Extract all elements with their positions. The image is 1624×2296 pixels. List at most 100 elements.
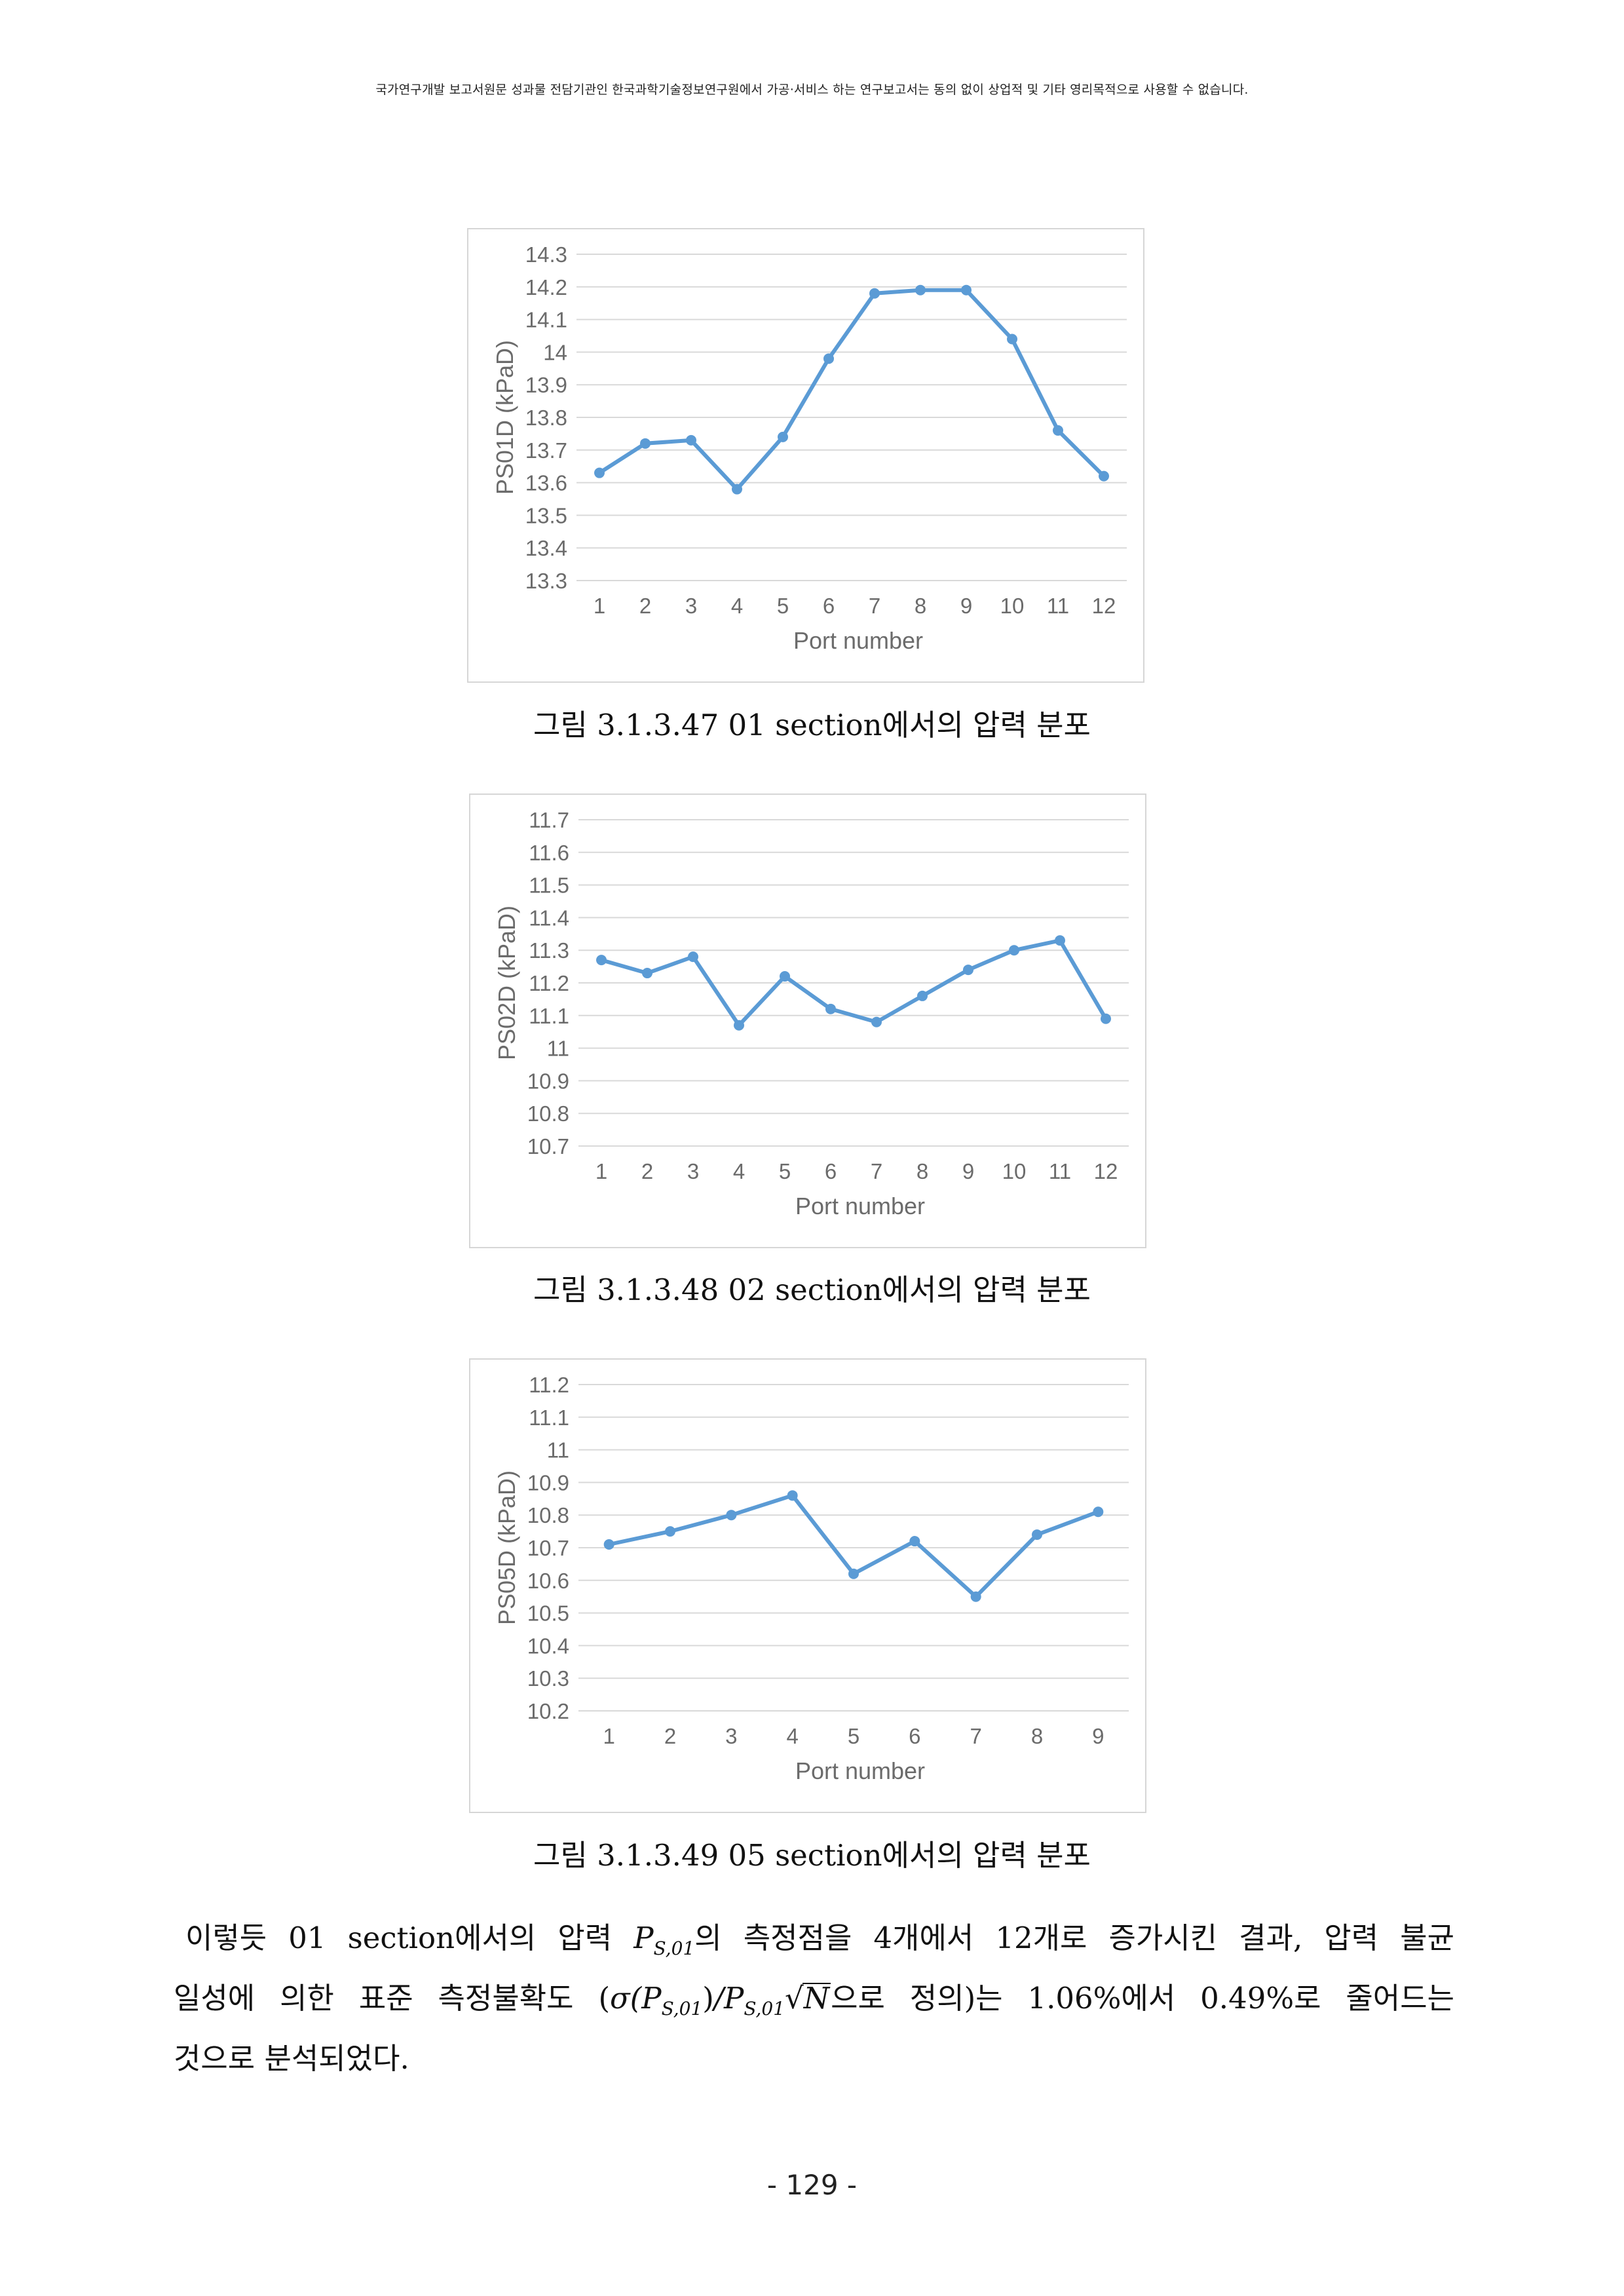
y-tick-label: 13.6 <box>525 471 567 495</box>
x-tick-label: 7 <box>869 594 880 618</box>
data-point <box>915 284 926 296</box>
chart-svg: 10.710.810.91111.111.211.311.411.511.611… <box>493 808 1129 1219</box>
chart-ps02d: 10.7 10.8 10.9 11 11.1 11.2 11.3 11.4 11.5 11.6 11… <box>469 794 1146 1248</box>
y-tick-label: 10.4 <box>527 1634 569 1658</box>
data-point <box>909 1536 920 1547</box>
y-tick-label: 11.1 <box>529 1004 569 1028</box>
series-line <box>598 288 1106 491</box>
data-point <box>963 965 973 976</box>
body-paragraph: 이렇듯 01 section에서의 압력 PS,01의 측정점을 4개에서 12… <box>174 1913 1454 2084</box>
x-tick-label: 6 <box>823 594 835 618</box>
y-tick-label: 14.3 <box>525 242 567 267</box>
data-point <box>1053 425 1063 436</box>
y-tick-label: 13.3 <box>525 569 567 593</box>
figure-caption-48: 그림 3.1.3.48 02 section에서의 압력 분포 <box>533 1272 1091 1307</box>
page-number: - 129 - <box>766 2169 858 2201</box>
data-point <box>970 1591 981 1602</box>
x-tick-label: 5 <box>848 1724 859 1748</box>
data-point <box>594 467 605 478</box>
y-tick-label: 10.2 <box>527 1699 569 1723</box>
data-point <box>1093 1506 1104 1518</box>
x-tick-label: 2 <box>664 1724 676 1748</box>
y-tick-label: 10.7 <box>527 1134 569 1158</box>
data-point <box>778 431 788 442</box>
y-tick-label: 10.5 <box>527 1601 569 1626</box>
data-point <box>1101 1013 1111 1024</box>
chart-ps05d: 10.2 10.3 10.4 10.5 10.6 10.7 10.8 10.9 11 11.1 11… <box>469 1358 1146 1813</box>
math-n: N <box>802 1981 831 2016</box>
copyright-notice: 국가연구개발 보고서원문 성과물 전담기관인 한국과학기술정보연구원에서 가공·… <box>375 83 1249 97</box>
x-tick-label: 1 <box>603 1724 614 1748</box>
data-point <box>640 438 651 449</box>
data-point <box>961 284 972 296</box>
x-tick-label: 8 <box>915 594 926 618</box>
data-point <box>603 1539 614 1550</box>
x-tick-label: 3 <box>725 1724 737 1748</box>
y-tick-label: 10.9 <box>527 1069 569 1093</box>
x-tick-label: 9 <box>1092 1724 1104 1748</box>
figure-caption-49: 그림 3.1.3.49 05 section에서의 압력 분포 <box>533 1838 1091 1873</box>
x-tick-label: 7 <box>970 1724 981 1748</box>
y-tick-label: 11.7 <box>529 808 569 832</box>
y-axis-title: PS05D (kPaD) <box>493 1470 520 1625</box>
data-point <box>726 1510 737 1521</box>
paragraph-text: 의 측정점을 4개에서 12개로 증가시킨 결과, 압력 불균 <box>694 1921 1455 1955</box>
x-tick-label: 1 <box>595 1159 607 1183</box>
data-point <box>848 1568 859 1579</box>
y-tick-label: 11.5 <box>529 873 569 898</box>
y-tick-label: 14.2 <box>525 275 567 299</box>
x-tick-label: 9 <box>960 594 972 618</box>
math-subscript: S,01 <box>661 1998 703 2019</box>
y-tick-label: 10.3 <box>527 1666 569 1691</box>
x-axis-title: Port number <box>795 1757 925 1784</box>
y-tick-label: 10.8 <box>527 1101 569 1126</box>
y-tick-label: 11 <box>547 1037 569 1061</box>
data-point <box>686 434 696 446</box>
data-point <box>596 955 607 966</box>
series-line <box>601 938 1108 1027</box>
x-tick-label: 7 <box>871 1159 882 1183</box>
y-tick-label: 11.6 <box>529 841 569 865</box>
y-tick-label: 13.8 <box>525 406 567 430</box>
math-subscript: S,01 <box>744 1998 785 2019</box>
math-p: P <box>641 1981 662 2016</box>
paragraph-text: 이렇듯 01 section에서의 압력 <box>185 1921 634 1955</box>
math-radical: √ <box>785 1981 804 2016</box>
data-point <box>1099 470 1109 482</box>
y-tick-label: 11.3 <box>529 938 569 963</box>
x-tick-label: 5 <box>779 1159 791 1183</box>
y-tick-label: 10.9 <box>527 1470 569 1495</box>
data-point <box>642 968 652 979</box>
data-point <box>825 1003 836 1014</box>
x-tick-label: 1 <box>594 594 605 618</box>
y-tick-label: 13.7 <box>525 438 567 463</box>
y-tick-label: 11.4 <box>529 906 569 930</box>
x-tick-label: 2 <box>641 1159 653 1183</box>
x-tick-label: 12 <box>1092 594 1116 618</box>
y-tick-label: 10.6 <box>527 1569 569 1593</box>
y-tick-label: 10.8 <box>527 1503 569 1527</box>
y-tick-label: 13.9 <box>525 373 567 397</box>
y-tick-label: 13.4 <box>525 536 567 560</box>
x-tick-label: 12 <box>1094 1159 1118 1183</box>
data-point <box>1009 945 1019 956</box>
x-tick-label: 10 <box>1000 594 1025 618</box>
paragraph-text: 것으로 분석되었다. <box>174 2041 409 2076</box>
x-axis-title: Port number <box>793 627 923 654</box>
y-tick-label: 11.2 <box>529 1373 569 1397</box>
x-tick-label: 10 <box>1002 1159 1027 1183</box>
paragraph-text: 으로 정의)는 1.06%에서 0.49%로 줄어드는 <box>831 1981 1455 2016</box>
data-point <box>823 353 834 364</box>
data-point <box>780 971 790 982</box>
x-tick-label: 2 <box>639 594 651 618</box>
chart-svg: 13.313.413.513.613.713.813.91414.114.214… <box>491 242 1127 654</box>
x-tick-label: 3 <box>687 1159 699 1183</box>
x-tick-label: 6 <box>909 1724 920 1748</box>
data-point <box>665 1526 675 1537</box>
data-point <box>1055 935 1065 946</box>
paragraph-line-3: 것으로 분석되었다. <box>174 2034 1454 2084</box>
x-tick-label: 8 <box>1031 1724 1043 1748</box>
x-tick-label: 4 <box>786 1724 798 1748</box>
x-tick-label: 4 <box>733 1159 745 1183</box>
y-tick-label: 11.2 <box>529 971 569 995</box>
